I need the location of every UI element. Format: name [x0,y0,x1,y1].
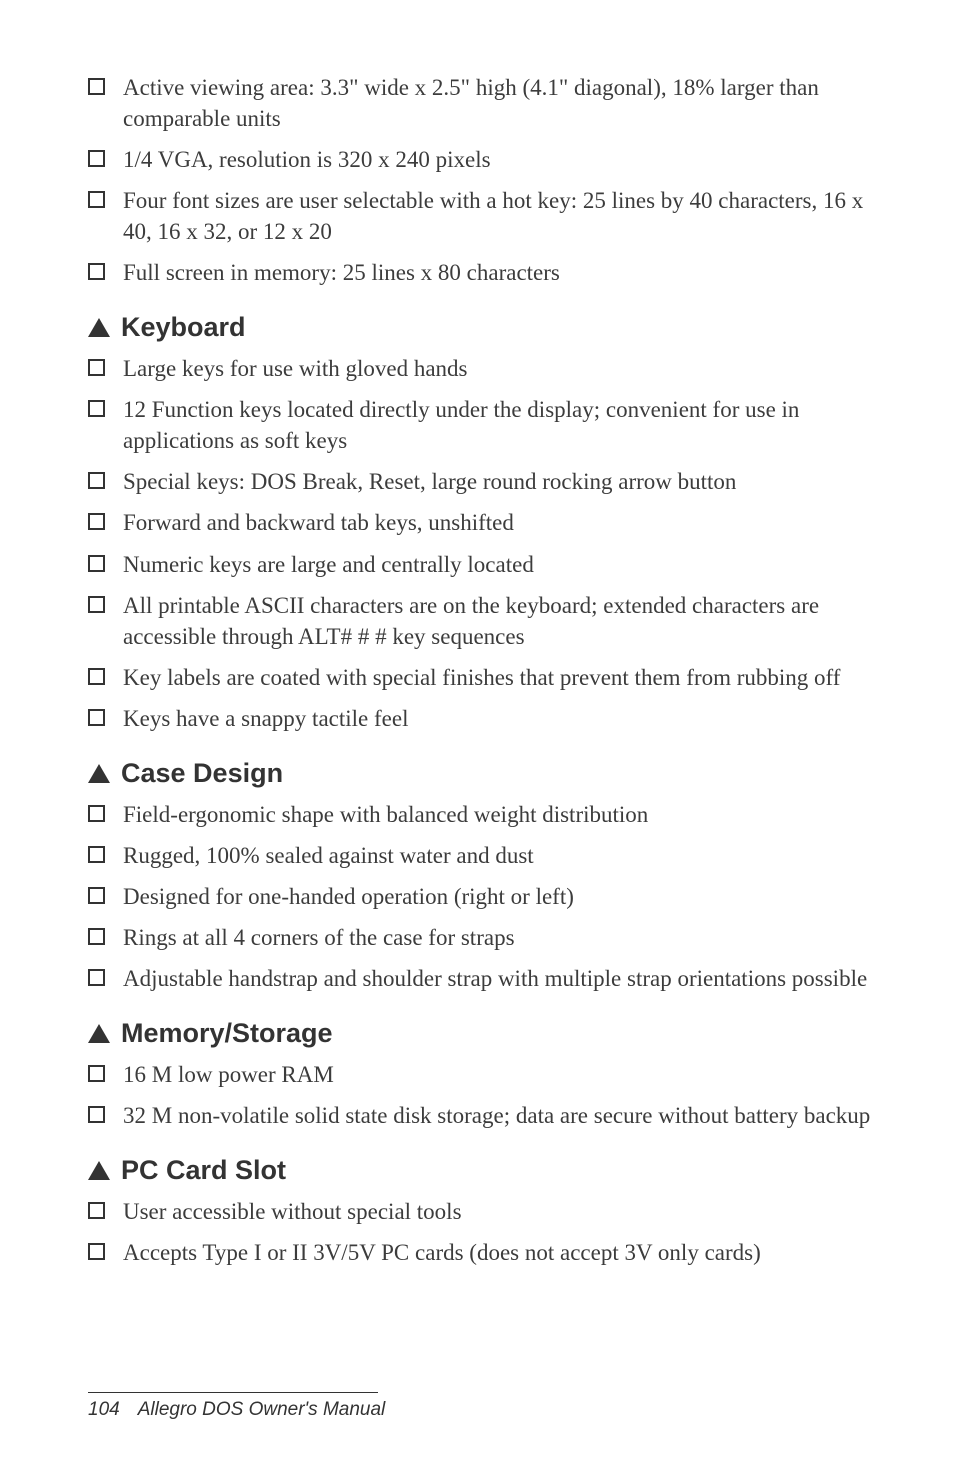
checkbox-icon [88,805,105,822]
checkbox-item: Field-ergonomic shape with balanced weig… [88,799,874,830]
checkbox-item: 12 Function keys located directly under … [88,394,874,456]
footer-title: Allegro DOS Owner's Manual [138,1399,386,1420]
checkbox-text: Active viewing area: 3.3" wide x 2.5" hi… [123,72,874,134]
section-heading: PC Card Slot [88,1155,874,1186]
checkbox-text: Keys have a snappy tactile feel [123,703,874,734]
section-heading-text: PC Card Slot [121,1155,286,1186]
checkbox-icon [88,555,105,572]
checkbox-list: Active viewing area: 3.3" wide x 2.5" hi… [88,72,874,288]
checkbox-icon [88,709,105,726]
checkbox-text: Forward and backward tab keys, unshifted [123,507,874,538]
section-heading: Keyboard [88,312,874,343]
checkbox-text: 16 M low power RAM [123,1059,874,1090]
checkbox-item: Large keys for use with gloved hands [88,353,874,384]
footer-divider [88,1392,378,1393]
page-number: 104 [88,1399,120,1420]
checkbox-text: 32 M non-volatile solid state disk stora… [123,1100,874,1131]
checkbox-icon [88,846,105,863]
checkbox-icon [88,191,105,208]
checkbox-item: Key labels are coated with special finis… [88,662,874,693]
checkbox-text: Adjustable handstrap and shoulder strap … [123,963,874,994]
checkbox-text: Large keys for use with gloved hands [123,353,874,384]
section-heading-text: Memory/Storage [121,1018,333,1049]
checkbox-text: Special keys: DOS Break, Reset, large ro… [123,466,874,497]
checkbox-icon [88,1065,105,1082]
checkbox-icon [88,359,105,376]
checkbox-item: Keys have a snappy tactile feel [88,703,874,734]
checkbox-item: Rugged, 100% sealed against water and du… [88,840,874,871]
checkbox-text: 12 Function keys located directly under … [123,394,874,456]
checkbox-text: All printable ASCII characters are on th… [123,590,874,652]
checkbox-item: Accepts Type I or II 3V/5V PC cards (doe… [88,1237,874,1268]
checkbox-list: Field-ergonomic shape with balanced weig… [88,799,874,994]
checkbox-item: Rings at all 4 corners of the case for s… [88,922,874,953]
checkbox-item: Numeric keys are large and centrally loc… [88,549,874,580]
checkbox-text: Field-ergonomic shape with balanced weig… [123,799,874,830]
checkbox-item: Designed for one-handed operation (right… [88,881,874,912]
checkbox-item: 32 M non-volatile solid state disk stora… [88,1100,874,1131]
section-heading-text: Case Design [121,758,283,789]
checkbox-item: Forward and backward tab keys, unshifted [88,507,874,538]
footer-text: 104 Allegro DOS Owner's Manual [88,1399,385,1421]
checkbox-icon [88,1106,105,1123]
checkbox-text: Four font sizes are user selectable with… [123,185,874,247]
triangle-icon [88,318,110,337]
document-content: Active viewing area: 3.3" wide x 2.5" hi… [88,72,874,1268]
checkbox-list: User accessible without special tools Acc… [88,1196,874,1268]
checkbox-item: Active viewing area: 3.3" wide x 2.5" hi… [88,72,874,134]
section-heading: Case Design [88,758,874,789]
checkbox-icon [88,596,105,613]
checkbox-item: 1/4 VGA, resolution is 320 x 240 pixels [88,144,874,175]
checkbox-text: Rings at all 4 corners of the case for s… [123,922,874,953]
page-footer: 104 Allegro DOS Owner's Manual [88,1392,385,1421]
checkbox-icon [88,263,105,280]
checkbox-text: User accessible without special tools [123,1196,874,1227]
checkbox-item: Adjustable handstrap and shoulder strap … [88,963,874,994]
checkbox-text: Accepts Type I or II 3V/5V PC cards (doe… [123,1237,874,1268]
checkbox-text: Numeric keys are large and centrally loc… [123,549,874,580]
section-heading-text: Keyboard [121,312,246,343]
checkbox-icon [88,78,105,95]
section-heading: Memory/Storage [88,1018,874,1049]
checkbox-icon [88,928,105,945]
checkbox-text: Designed for one-handed operation (right… [123,881,874,912]
checkbox-icon [88,969,105,986]
checkbox-text: 1/4 VGA, resolution is 320 x 240 pixels [123,144,874,175]
triangle-icon [88,764,110,783]
checkbox-icon [88,1243,105,1260]
checkbox-item: 16 M low power RAM [88,1059,874,1090]
checkbox-icon [88,887,105,904]
checkbox-item: Four font sizes are user selectable with… [88,185,874,247]
checkbox-item: Full screen in memory: 25 lines x 80 cha… [88,257,874,288]
checkbox-icon [88,1202,105,1219]
triangle-icon [88,1024,110,1043]
checkbox-list: Large keys for use with gloved hands 12 F… [88,353,874,733]
checkbox-icon [88,472,105,489]
triangle-icon [88,1161,110,1180]
checkbox-item: Special keys: DOS Break, Reset, large ro… [88,466,874,497]
checkbox-text: Rugged, 100% sealed against water and du… [123,840,874,871]
checkbox-icon [88,400,105,417]
checkbox-item: All printable ASCII characters are on th… [88,590,874,652]
checkbox-icon [88,668,105,685]
checkbox-icon [88,150,105,167]
checkbox-list: 16 M low power RAM 32 M non-volatile soli… [88,1059,874,1131]
checkbox-text: Full screen in memory: 25 lines x 80 cha… [123,257,874,288]
checkbox-item: User accessible without special tools [88,1196,874,1227]
checkbox-icon [88,513,105,530]
checkbox-text: Key labels are coated with special finis… [123,662,874,693]
